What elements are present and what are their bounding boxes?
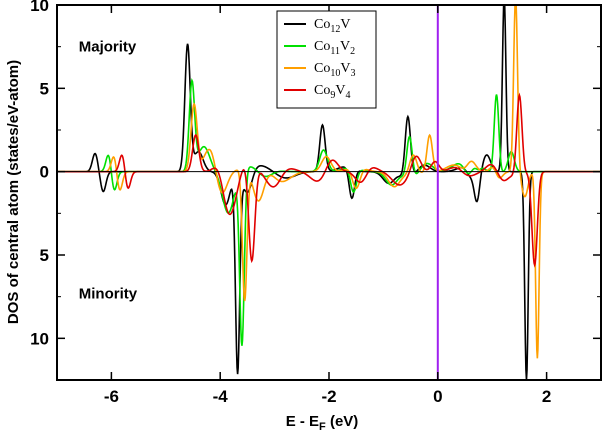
y-tick-label: 5 (40, 246, 49, 265)
y-tick-label: 5 (40, 79, 49, 98)
minority-label: Minority (79, 285, 138, 302)
x-axis-label-tail: (eV) (326, 413, 359, 430)
y-tick-label: 10 (30, 329, 49, 348)
x-tick-label: -2 (321, 387, 336, 406)
x-axis-label: E - EF (eV) (286, 413, 359, 433)
legend-entry-Co10V3: Co10V3 (314, 61, 355, 79)
legend-text-part: V (340, 61, 350, 76)
legend-text-part: V (340, 39, 350, 54)
y-axis-label: DOS of central atom (states/eV-atom) (5, 60, 22, 324)
y-tick-label: 10 (30, 0, 49, 15)
legend-text-part: 9 (330, 90, 335, 101)
majority-label: Majority (79, 39, 137, 56)
x-tick-label: -4 (213, 387, 229, 406)
x-tick-label: 0 (433, 387, 442, 406)
legend-text-part: 2 (350, 46, 355, 57)
legend-text-part: V (340, 17, 350, 32)
legend-text-part: Co (314, 17, 330, 32)
legend-entry-Co12V: Co12V (314, 17, 350, 35)
legend-text-part: Co (314, 39, 330, 54)
legend-entry-Co11V2: Co11V2 (314, 39, 355, 57)
x-axis-label-sub: F (319, 421, 326, 433)
legend-text-part: 4 (345, 90, 350, 101)
legend-entry-Co9V4: Co9V4 (314, 83, 350, 101)
x-axis-label-main: E - E (286, 413, 319, 430)
legend-box (276, 10, 377, 109)
legend-text-part: 12 (330, 24, 340, 35)
series-line-Co11V2 (57, 77, 601, 346)
legend-text-part: 10 (330, 68, 340, 79)
y-tick-label: 0 (40, 163, 49, 182)
x-tick-label: -6 (104, 387, 119, 406)
legend-text-part: 11 (330, 46, 340, 57)
legend-text-part: Co (314, 61, 330, 76)
legend-text-part: V (335, 83, 345, 98)
x-tick-label: 2 (542, 387, 551, 406)
series-line-Co9V4 (57, 92, 601, 268)
legend-text-part: Co (314, 83, 330, 98)
ticks-group: -6 -4 -2 0 2 10 5 0 5 10 (30, 0, 601, 406)
legend-text-part: 3 (350, 68, 355, 79)
